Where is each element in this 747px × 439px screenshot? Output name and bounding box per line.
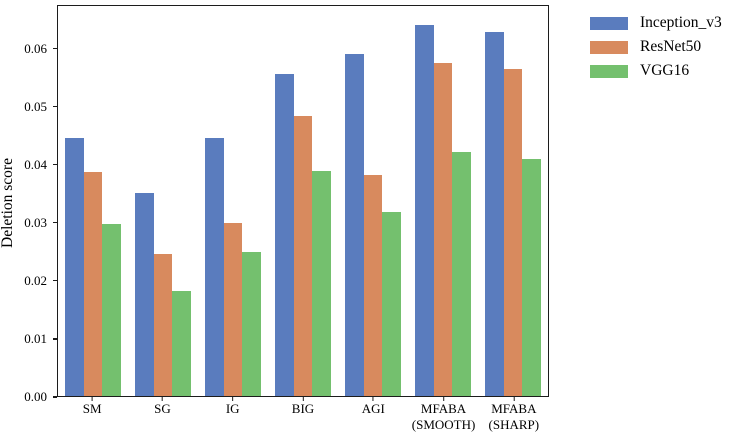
legend-swatch [590,40,628,54]
y-tick-mark [53,164,57,166]
x-tick-agi: AGI [362,397,385,417]
bar-vgg16 [382,212,401,396]
y-tick-label: 0.05 [24,98,47,114]
bar-resnet50 [433,62,453,396]
bar-resnet50 [503,68,523,396]
legend-swatch [590,16,628,30]
y-tick-label: 0.01 [24,330,47,346]
bar-inception-v3 [205,138,224,396]
x-tick-label-line: IG [225,401,240,416]
y-tick-mark [53,338,57,340]
bar-inception-v3 [135,192,154,396]
x-tick-sm: SM [83,397,102,417]
x-axis: SM SG IG BIG AGI MFABA (SMOOTH) MFABA (SHARP) [57,397,549,439]
bar-resnet50 [363,174,383,396]
x-tick-mark [161,397,164,401]
y-tick-label: 0.02 [24,272,47,288]
y-tick-label: 0.00 [24,389,47,404]
bar-resnet50 [223,222,243,396]
y-tick-mark [53,280,57,282]
x-tick-label-line: BIG [291,401,315,416]
x-tick-label-line: (SHARP) [488,416,540,432]
bar-vgg16 [522,159,541,396]
x-tick-mfaba-smooth: MFABA (SMOOTH) [411,397,476,432]
legend-item-resnet50: ResNet50 [590,39,722,55]
y-tick-mark [53,47,57,50]
bars-container [58,6,548,396]
plot-area [57,5,549,397]
bar-group-agi [338,6,408,396]
legend-item-vgg16: VGG16 [590,63,722,79]
legend-swatch [590,64,628,78]
bar-vgg16 [312,170,331,396]
x-tick-label-line: MFABA [420,401,467,416]
bar-vgg16 [102,224,121,396]
y-axis: 0.00 0.01 0.02 0.03 0.04 0.05 0.06 [0,5,57,404]
x-tick-label-line: SM [82,401,102,416]
x-tick-label-line: AGI [361,401,385,416]
legend-item-inception-v3: Inception_v3 [590,15,722,31]
y-tick-mark [53,396,57,398]
y-tick-label: 0.04 [24,156,47,172]
bar-resnet50 [153,253,173,396]
x-tick-big: BIG [292,397,314,417]
bar-group-sm [58,6,128,396]
bar-inception-v3 [65,138,84,396]
bar-vgg16 [452,151,471,396]
y-tick-mark [53,222,57,224]
legend-label: Inception_v3 [640,14,722,31]
y-tick-label: 0.06 [24,40,47,56]
bar-group-big [268,6,338,396]
legend-label: VGG16 [640,62,690,79]
x-tick-mfaba-sharp: MFABA (SHARP) [488,397,540,432]
x-tick-mark [372,397,374,401]
x-tick-label-line: MFABA [491,401,537,416]
bar-inception-v3 [275,73,294,396]
legend: Inception_v3 ResNet50 VGG16 [590,15,722,87]
x-tick-label-line: (SMOOTH) [411,416,476,432]
x-tick-mark [302,397,304,401]
x-tick-mark [232,397,234,401]
legend-label: ResNet50 [640,38,702,55]
bar-inception-v3 [485,32,504,396]
x-tick-mark [442,397,445,401]
y-tick-mark [53,106,57,108]
y-tick-label: 0.03 [24,214,47,230]
x-tick-sg: SG [154,397,171,417]
x-tick-mark [513,397,515,401]
x-tick-label-line: SG [154,401,171,416]
bar-resnet50 [293,115,313,396]
bar-resnet50 [83,171,103,396]
bar-group-sg [128,6,198,396]
bar-inception-v3 [415,24,434,396]
x-tick-ig: IG [226,397,240,417]
bar-group-ig [198,6,268,396]
bar-group-mfaba-smooth [408,6,478,396]
x-tick-mark [91,397,93,401]
bar-vgg16 [242,251,261,396]
bar-inception-v3 [345,53,364,396]
bar-vgg16 [172,291,191,396]
bar-group-mfaba-sharp [478,6,548,396]
